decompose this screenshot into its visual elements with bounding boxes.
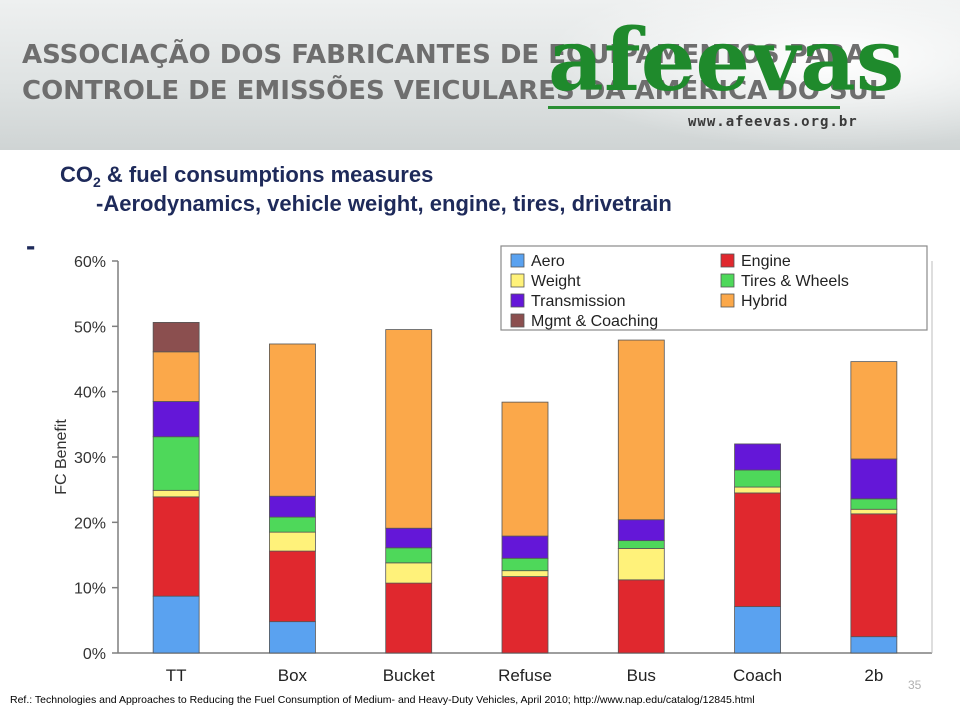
title-co: CO	[60, 162, 93, 187]
bar-segment-tires-wheels	[617, 540, 665, 549]
legend-swatch	[510, 253, 525, 268]
bar-segment-weight	[850, 508, 898, 515]
x-tick-label: Bucket	[383, 666, 435, 685]
x-tick-label: Coach	[733, 666, 782, 685]
bar-segment-mgmt-coaching	[152, 322, 200, 353]
y-tick-label: 10%	[74, 581, 106, 598]
bar-segment-transmission	[617, 519, 665, 542]
bar-segment-engine	[850, 513, 898, 638]
header-banner: ASSOCIAÇÃO DOS FABRICANTES DE EQUIPAMENT…	[0, 0, 960, 150]
slide-title: CO2 & fuel consumptions measures	[60, 162, 434, 190]
bar-segment-tires-wheels	[501, 557, 549, 572]
bar-segment-tires-wheels	[734, 469, 781, 488]
legend-label: Engine	[741, 253, 791, 270]
bar-segment-hybrid	[385, 329, 433, 529]
legend-swatch	[510, 293, 525, 308]
legend-label: Aero	[531, 253, 565, 270]
y-tick-label: 20%	[74, 515, 106, 532]
bar-segment-weight	[734, 486, 781, 494]
bar-segment-transmission	[385, 527, 433, 549]
page-number: 35	[908, 678, 922, 692]
x-tick-label: Refuse	[498, 666, 552, 685]
y-tick-label: 50%	[74, 319, 106, 336]
bar-segment-weight	[385, 562, 433, 584]
legend-swatch	[720, 273, 735, 288]
org-name-line2: CONTROLE DE EMISSÕES VEICULARES DA AMÉRI…	[22, 76, 886, 106]
bar-segment-transmission	[269, 495, 316, 518]
bar-segment-aero	[734, 606, 781, 654]
reference-note: Ref.: Technologies and Approaches to Red…	[10, 694, 755, 706]
bar-segment-weight	[617, 548, 665, 581]
legend-label: Transmission	[531, 293, 626, 310]
bar-segment-engine	[501, 576, 549, 654]
bar-segment-tires-wheels	[269, 516, 316, 533]
slide-subtitle: -Aerodynamics, vehicle weight, engine, t…	[96, 191, 672, 216]
legend-swatch	[510, 313, 525, 328]
y-tick-label: 0%	[83, 646, 106, 663]
bar-segment-aero	[152, 595, 200, 654]
bar-segment-engine	[617, 579, 665, 654]
x-tick-label: Bus	[627, 666, 656, 685]
org-name-line1: ASSOCIAÇÃO DOS FABRICANTES DE EQUIPAMENT…	[22, 40, 866, 70]
bar-segment-transmission	[152, 401, 200, 438]
legend-label: Mgmt & Coaching	[531, 313, 658, 330]
bar-segment-transmission	[734, 443, 781, 471]
bar-segment-tires-wheels	[850, 498, 898, 510]
title-rest: & fuel consumptions measures	[100, 162, 434, 187]
legend-label: Hybrid	[741, 293, 787, 310]
bar-segment-engine	[152, 496, 200, 597]
bar-segment-hybrid	[501, 401, 549, 537]
bar-segment-tires-wheels	[152, 436, 200, 491]
bar-segment-hybrid	[850, 361, 898, 460]
bar-segment-weight	[152, 489, 200, 498]
y-tick-label: 40%	[74, 385, 106, 402]
bar-segment-aero	[850, 636, 898, 654]
afeevas-logo: afeevas	[548, 10, 905, 111]
x-tick-label: 2b	[864, 666, 883, 685]
bar-segment-hybrid	[269, 343, 316, 497]
bar-segment-hybrid	[617, 339, 665, 521]
bar-segment-aero	[269, 621, 316, 654]
x-tick-label: TT	[166, 666, 187, 685]
bar-segment-transmission	[501, 535, 549, 559]
bar-segment-engine	[269, 550, 316, 623]
y-tick-label: 30%	[74, 450, 106, 467]
title-subscript: 2	[93, 174, 101, 190]
logo-underline	[548, 106, 840, 109]
website-url: www.afeevas.org.br	[688, 114, 858, 130]
bar-segment-weight	[269, 531, 316, 552]
legend-label: Tires & Wheels	[741, 273, 849, 290]
bar-segment-engine	[385, 582, 433, 654]
bullet-dash: -	[26, 230, 36, 261]
bar-segment-tires-wheels	[385, 547, 433, 564]
y-axis-title: FC Benefit	[53, 419, 70, 495]
y-tick-label: 60%	[74, 254, 106, 271]
bar-segment-engine	[734, 492, 781, 608]
legend-swatch	[720, 253, 735, 268]
chart-legend	[500, 245, 928, 331]
bar-segment-hybrid	[152, 351, 200, 402]
bar-segment-weight	[501, 570, 549, 577]
legend-swatch	[720, 293, 735, 308]
legend-label: Weight	[531, 273, 581, 290]
legend-swatch	[510, 273, 525, 288]
bar-segment-transmission	[850, 458, 898, 500]
x-tick-label: Box	[278, 666, 308, 685]
banner-glow	[540, 0, 960, 150]
